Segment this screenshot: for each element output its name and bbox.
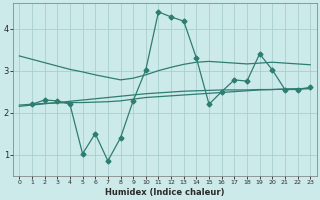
X-axis label: Humidex (Indice chaleur): Humidex (Indice chaleur) [105,188,225,197]
